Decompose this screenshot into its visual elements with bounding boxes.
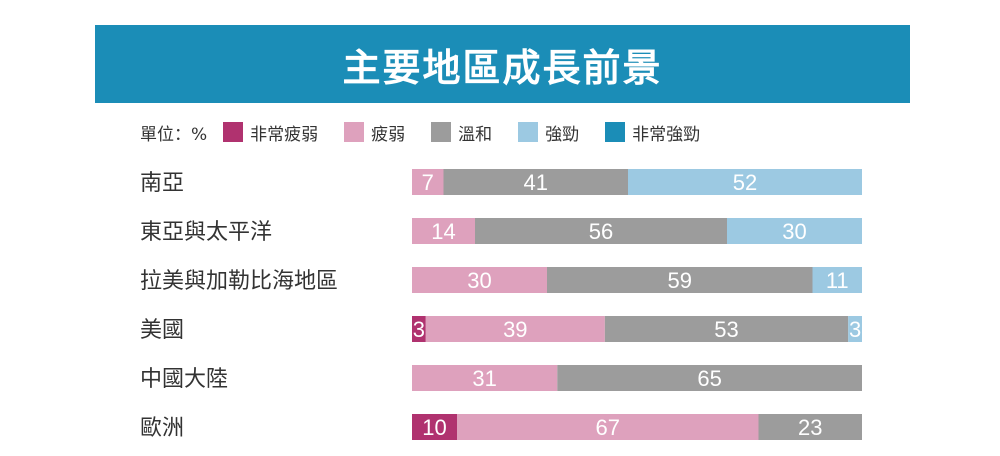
bar-segment bbox=[628, 169, 862, 195]
legend-swatch bbox=[344, 122, 365, 142]
bar-segment bbox=[412, 218, 475, 244]
data-label: 14 bbox=[431, 219, 455, 244]
category-label: 美國 bbox=[140, 318, 184, 343]
bar-segment bbox=[604, 316, 849, 342]
legend-label: 強勁 bbox=[545, 124, 580, 145]
legend-label: 溫和 bbox=[458, 124, 493, 145]
category-label: 中國大陸 bbox=[140, 367, 228, 392]
data-label: 67 bbox=[596, 415, 620, 440]
legend-item-very-weak: 非常疲弱 bbox=[223, 120, 318, 145]
data-label: 31 bbox=[472, 366, 496, 391]
category-label: 歐洲 bbox=[140, 416, 184, 441]
legend: 單位：% 非常疲弱 疲弱 溫和 強勁 非常強勁 bbox=[140, 118, 726, 146]
data-label: 41 bbox=[524, 170, 548, 195]
bar-segment bbox=[412, 414, 457, 440]
bar-segment bbox=[412, 316, 426, 342]
legend-swatch bbox=[223, 122, 244, 142]
bar-segment bbox=[443, 169, 628, 195]
legend-swatch bbox=[605, 122, 626, 142]
category-label: 拉美與加勒比海地區 bbox=[140, 269, 338, 294]
data-label: 23 bbox=[798, 415, 822, 440]
data-label: 56 bbox=[589, 219, 613, 244]
bar-segment bbox=[412, 267, 547, 293]
data-label: 7 bbox=[422, 170, 434, 195]
data-label: 30 bbox=[782, 219, 806, 244]
data-label: 59 bbox=[668, 268, 692, 293]
legend-item-weak: 疲弱 bbox=[344, 120, 405, 145]
bar-segment bbox=[457, 414, 759, 440]
legend-label: 非常強勁 bbox=[632, 124, 701, 145]
bar-segment bbox=[758, 414, 862, 440]
data-label: 3 bbox=[849, 317, 861, 342]
unit-label: 單位：% bbox=[140, 124, 208, 145]
bar-segment bbox=[557, 365, 862, 391]
legend-item-moderate: 溫和 bbox=[431, 120, 492, 145]
data-label: 3 bbox=[413, 317, 425, 342]
bar-segment bbox=[425, 316, 605, 342]
data-label: 39 bbox=[503, 317, 527, 342]
bar-segment bbox=[412, 169, 444, 195]
data-label: 52 bbox=[733, 170, 757, 195]
bar-segment bbox=[727, 218, 862, 244]
data-label: 11 bbox=[826, 268, 849, 293]
category-label: 東亞與太平洋 bbox=[140, 220, 272, 245]
legend-item-very-strong: 非常強勁 bbox=[605, 120, 700, 145]
chart-title: 主要地區成長前景 bbox=[342, 45, 663, 90]
title-banner: 主要地區成長前景 bbox=[95, 25, 910, 103]
legend-swatch bbox=[431, 122, 452, 142]
legend-item-strong: 強勁 bbox=[518, 120, 579, 145]
bar-segment bbox=[475, 218, 727, 244]
bar-segment bbox=[848, 316, 862, 342]
category-label: 南亞 bbox=[140, 171, 184, 196]
bar-segment bbox=[412, 365, 558, 391]
legend-label: 疲弱 bbox=[371, 124, 406, 145]
data-label: 10 bbox=[422, 415, 446, 440]
legend-swatch bbox=[518, 122, 539, 142]
data-label: 53 bbox=[714, 317, 738, 342]
data-label: 65 bbox=[697, 366, 721, 391]
bar-segment bbox=[547, 267, 813, 293]
bar-segment bbox=[812, 267, 862, 293]
legend-label: 非常疲弱 bbox=[250, 124, 319, 145]
data-label: 30 bbox=[467, 268, 491, 293]
